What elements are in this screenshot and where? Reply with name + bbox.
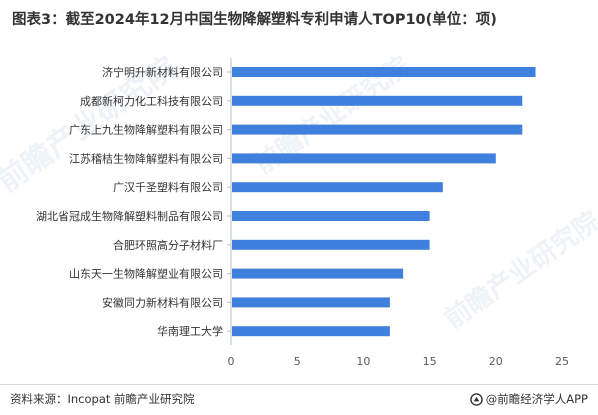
bar-chart: 济宁明升新材料有限公司成都新柯力化工科技有限公司广东上九生物降解塑料有限公司江苏…: [36, 58, 569, 368]
bar: [232, 326, 390, 337]
y-tick-label: 成都新柯力化工科技有限公司: [80, 94, 223, 108]
x-tick-label: 10: [356, 355, 370, 368]
x-tick-label: 25: [555, 355, 569, 368]
y-tick-label: 江苏稽桔生物降解塑料有限公司: [69, 151, 223, 165]
bar: [232, 182, 443, 193]
y-tick-label: 华南理工大学: [157, 324, 223, 338]
bar: [232, 153, 496, 164]
x-tick-label: 0: [228, 355, 235, 368]
x-tick-label: 15: [423, 355, 437, 368]
y-tick-label: 广东上九生物降解塑料有限公司: [69, 123, 223, 137]
footer: 资料来源：Incopat 前瞻产业研究院 @前瞻经济学人APP: [0, 384, 598, 415]
x-tick-label: 20: [489, 355, 503, 368]
chart-title: 图表3：截至2024年12月中国生物降解塑料专利申请人TOP10(单位：项): [12, 12, 497, 28]
y-tick-label: 济宁明升新材料有限公司: [102, 65, 223, 79]
bar: [232, 95, 523, 106]
y-tick-label: 湖北省冠成生物降解塑料制品有限公司: [36, 209, 223, 223]
brand-logo-icon: [469, 392, 483, 406]
y-tick-label: 安徽同力新材料有限公司: [102, 295, 223, 309]
source-note: 资料来源：Incopat 前瞻产业研究院: [10, 392, 195, 406]
bar: [232, 211, 430, 221]
y-tick-label: 广汉千圣塑料有限公司: [113, 180, 223, 194]
y-tick-label: 合肥环照高分子材料厂: [113, 238, 223, 252]
brand-text: @前瞻经济学人APP: [485, 392, 588, 406]
bar: [232, 124, 523, 135]
bar: [232, 268, 404, 279]
brand-credit: @前瞻经济学人APP: [469, 391, 588, 407]
bar: [232, 239, 430, 250]
y-tick-label: 山东天一生物降解塑业有限公司: [69, 267, 223, 281]
bar: [232, 297, 390, 308]
x-tick-label: 5: [294, 355, 301, 368]
bar: [232, 67, 536, 77]
